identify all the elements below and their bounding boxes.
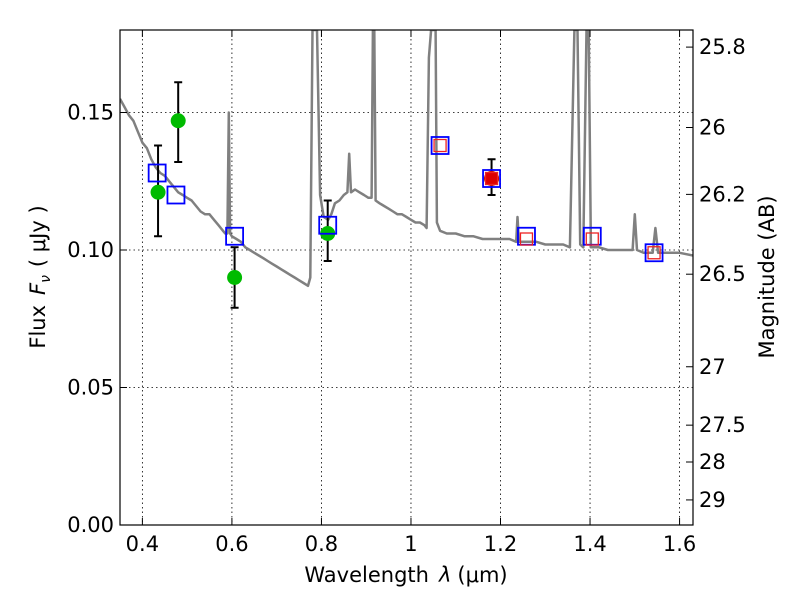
spectrum-layer: [120, 30, 693, 288]
blue-model-square: [430, 136, 450, 155]
red-model-square: [433, 138, 447, 153]
red-model-square: [585, 232, 599, 246]
y2-tick-label: 27.5: [699, 413, 746, 437]
x-tick-label: 0.8: [305, 532, 338, 556]
x-tick-label: 1.2: [484, 532, 517, 556]
blue-model-square: [482, 169, 501, 188]
x-tick-label: 0.6: [215, 532, 248, 556]
y2-tick-label: 26.2: [699, 182, 746, 206]
green-data-point: [227, 270, 243, 285]
plot-area: [120, 30, 693, 309]
plot-frame: [119, 29, 694, 526]
blue-model-square: [166, 185, 186, 205]
y-tick-label: 0.00: [67, 513, 114, 537]
blue-model-square: [318, 215, 338, 235]
marker-layer: [147, 81, 664, 309]
y2-tick-label: 25.8: [699, 35, 746, 59]
x-tick-label: 1.4: [573, 532, 606, 556]
y2-tick-label: 26.5: [699, 262, 746, 286]
x-tick-label: 1.6: [663, 532, 696, 556]
blue-model-square: [225, 226, 245, 246]
spectrum-line: [120, 30, 693, 288]
y2-tick-label: 29: [699, 488, 726, 512]
x-tick-label: 1: [404, 532, 417, 556]
y-tick-label: 0.05: [67, 376, 114, 400]
red-model-square: [484, 171, 499, 186]
y-tick-label: 0.15: [67, 101, 114, 125]
blue-model-square: [147, 163, 167, 183]
y2-axis-title: Magnitude (AB): [755, 195, 779, 358]
axis-ticks: 0.4 0.6 0.8 1 1.2 1.4 1.6 0.00 0.05 0.10 0.15 25.8 2…: [67, 30, 746, 556]
y2-tick-label: 26: [699, 116, 726, 140]
x-axis-title: Wavelength λ (μm): [304, 563, 507, 587]
green-data-point: [170, 113, 186, 129]
y2-tick-label: 28: [699, 450, 726, 474]
x-tick-label: 0.4: [126, 532, 159, 556]
blue-model-square: [644, 243, 664, 263]
red-data-point: [484, 171, 500, 186]
green-data-point: [150, 184, 166, 200]
red-model-square: [647, 246, 661, 260]
y-axis-title: FluxFν( μJy ): [26, 205, 54, 348]
y2-tick-label: 27: [699, 355, 726, 379]
y-tick-label: 0.10: [67, 238, 114, 262]
red-model-square: [519, 232, 534, 246]
